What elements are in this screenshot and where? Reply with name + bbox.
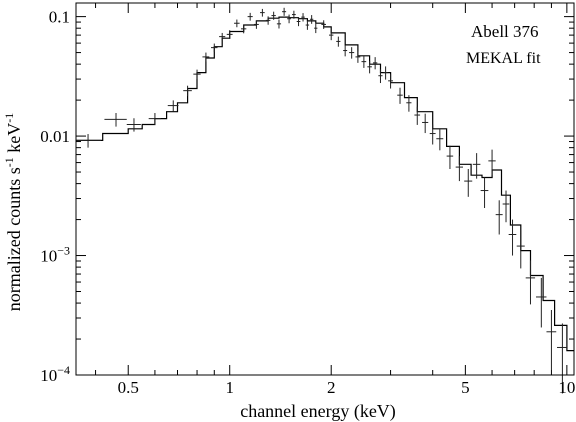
data-point bbox=[495, 200, 503, 235]
y-tick-label-base: 10 bbox=[40, 366, 57, 385]
data-point bbox=[148, 113, 161, 125]
data-point bbox=[183, 85, 192, 97]
y-tick-label: 0.1 bbox=[49, 8, 70, 27]
data-point bbox=[305, 20, 310, 30]
data-point bbox=[406, 95, 412, 112]
data-point bbox=[516, 230, 525, 269]
data-point bbox=[446, 145, 454, 170]
data-point bbox=[309, 15, 314, 24]
data-point bbox=[355, 51, 361, 63]
data-point bbox=[282, 7, 287, 16]
y-tick-label-base: 10 bbox=[40, 247, 57, 266]
data-point bbox=[291, 10, 296, 19]
chart-annotation-model: MEKAL fit bbox=[466, 50, 541, 67]
data-point bbox=[210, 43, 218, 53]
data-point bbox=[378, 69, 383, 84]
plot-frame bbox=[75, 2, 575, 376]
data-point bbox=[328, 30, 334, 41]
y-axis-title-exp1: -1 bbox=[2, 157, 16, 167]
y-axis-title: normalized counts s-1 keV-1 bbox=[2, 113, 24, 311]
y-axis-title-unit: keV bbox=[4, 123, 24, 158]
data-point bbox=[436, 129, 444, 151]
x-tick-label: 10 bbox=[558, 378, 575, 397]
axis-ticks bbox=[76, 3, 574, 376]
data-point bbox=[372, 57, 378, 70]
data-point bbox=[488, 149, 496, 176]
data-point bbox=[104, 113, 127, 127]
x-tick-label: 1 bbox=[225, 378, 234, 397]
data-point bbox=[260, 8, 265, 17]
data-point bbox=[546, 310, 557, 371]
data-point bbox=[301, 13, 305, 22]
data-point bbox=[388, 74, 393, 89]
data-point bbox=[383, 66, 388, 80]
data-point bbox=[287, 14, 292, 24]
data-point bbox=[502, 190, 510, 223]
data-point bbox=[343, 45, 348, 57]
y-tick-label: 10−4 bbox=[40, 363, 70, 385]
data-point bbox=[429, 124, 436, 145]
data-point bbox=[276, 19, 282, 29]
data-point bbox=[367, 61, 372, 74]
data-point bbox=[76, 134, 101, 148]
y-tick-label: 0.01 bbox=[40, 127, 70, 146]
y-tick-label-exp: −3 bbox=[57, 244, 70, 258]
data-point bbox=[349, 47, 355, 59]
data-point bbox=[240, 24, 247, 34]
data-point bbox=[202, 52, 210, 62]
data-point bbox=[253, 20, 259, 29]
data-point bbox=[247, 12, 253, 21]
data-point bbox=[314, 23, 318, 34]
x-tick-label: 2 bbox=[327, 378, 336, 397]
y-tick-label-exp: −4 bbox=[57, 363, 70, 377]
x-axis-title: channel energy (keV) bbox=[240, 401, 396, 422]
data-point bbox=[321, 20, 326, 29]
plot-marks bbox=[76, 7, 574, 394]
data-point bbox=[414, 106, 421, 125]
data-point bbox=[265, 16, 271, 25]
data-point bbox=[226, 30, 233, 39]
data-point bbox=[480, 177, 489, 208]
data-point bbox=[508, 219, 517, 256]
data-point bbox=[472, 153, 481, 179]
data-point bbox=[525, 260, 536, 305]
data-point bbox=[557, 323, 568, 394]
data-point bbox=[219, 32, 226, 41]
data-point bbox=[464, 169, 473, 197]
model-step-line bbox=[76, 16, 574, 352]
data-point bbox=[422, 113, 429, 134]
y-axis-title-main: normalized counts s bbox=[4, 167, 24, 311]
data-point bbox=[271, 11, 276, 20]
data-point bbox=[455, 156, 464, 182]
chart-annotation-source: Abell 376 bbox=[471, 22, 539, 41]
data-point bbox=[397, 87, 403, 104]
data-point bbox=[536, 277, 547, 328]
data-point bbox=[193, 69, 201, 80]
y-tick-label: 10−3 bbox=[40, 244, 70, 266]
data-point bbox=[126, 118, 141, 132]
data-point bbox=[361, 56, 367, 68]
x-tick-label: 0.5 bbox=[118, 378, 139, 397]
y-axis-title-exp2: -1 bbox=[2, 113, 16, 123]
data-point bbox=[234, 19, 240, 28]
x-tick-label: 5 bbox=[461, 378, 470, 397]
data-point bbox=[336, 36, 341, 47]
data-point bbox=[296, 17, 301, 27]
data-point bbox=[167, 100, 179, 112]
